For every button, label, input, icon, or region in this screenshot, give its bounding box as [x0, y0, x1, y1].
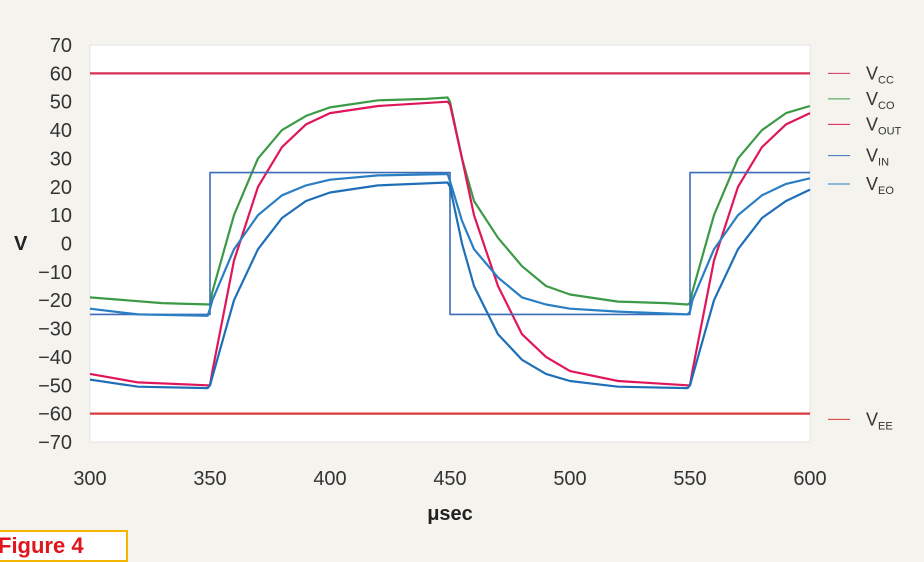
series-line-vin — [90, 171, 810, 316]
series-line-vout — [89, 100, 811, 387]
x-tick-label: 500 — [553, 468, 586, 490]
y-tick-label: −30 — [38, 319, 72, 341]
y-tick-label: −70 — [38, 432, 72, 454]
y-tick-label: 50 — [50, 92, 72, 114]
y-tick-label: −10 — [38, 262, 72, 284]
x-tick-label: 350 — [193, 468, 226, 490]
legend-label-vin: VIN — [866, 146, 889, 169]
y-tick-label: −50 — [38, 375, 72, 397]
y-tick-label: 70 — [50, 35, 72, 57]
y-tick-label: −40 — [38, 347, 72, 369]
y-tick-label: −20 — [38, 290, 72, 312]
legend-label-veo: VEO — [866, 174, 894, 197]
series-lines — [89, 72, 811, 415]
x-tick-label: 550 — [673, 468, 706, 490]
x-axis-label: μsec — [427, 503, 473, 525]
legend-label-vee: VEE — [866, 409, 893, 432]
y-tick-label: 40 — [50, 120, 72, 142]
legend-label-vcc: VCC — [866, 63, 894, 86]
legend-label-vco: VCO — [866, 89, 895, 112]
x-tick-label: 450 — [433, 468, 466, 490]
y-tick-label: 20 — [50, 177, 72, 199]
series-line-veo — [89, 172, 811, 317]
y-axis-label: V — [14, 233, 28, 255]
y-tick-label: −60 — [38, 404, 72, 426]
y-tick-label: 0 — [61, 234, 72, 256]
figure-label: Figure 4 — [0, 530, 128, 562]
x-axis-ticks: 300 350 400 450 500 550 600 — [73, 468, 826, 490]
y-axis-ticks: 70 60 50 40 30 20 10 0 −10 −20 −30 −40 −50 −60 −70 — [38, 35, 72, 454]
series-line-vco — [89, 96, 811, 306]
x-tick-label: 600 — [793, 468, 826, 490]
y-tick-label: 60 — [50, 63, 72, 85]
y-tick-label: 10 — [50, 205, 72, 227]
legend-label-vout: VOUT — [866, 114, 902, 137]
x-tick-label: 400 — [313, 468, 346, 490]
y-tick-label: 30 — [50, 148, 72, 170]
x-tick-label: 300 — [73, 468, 106, 490]
series-line-veo2 — [89, 181, 811, 390]
